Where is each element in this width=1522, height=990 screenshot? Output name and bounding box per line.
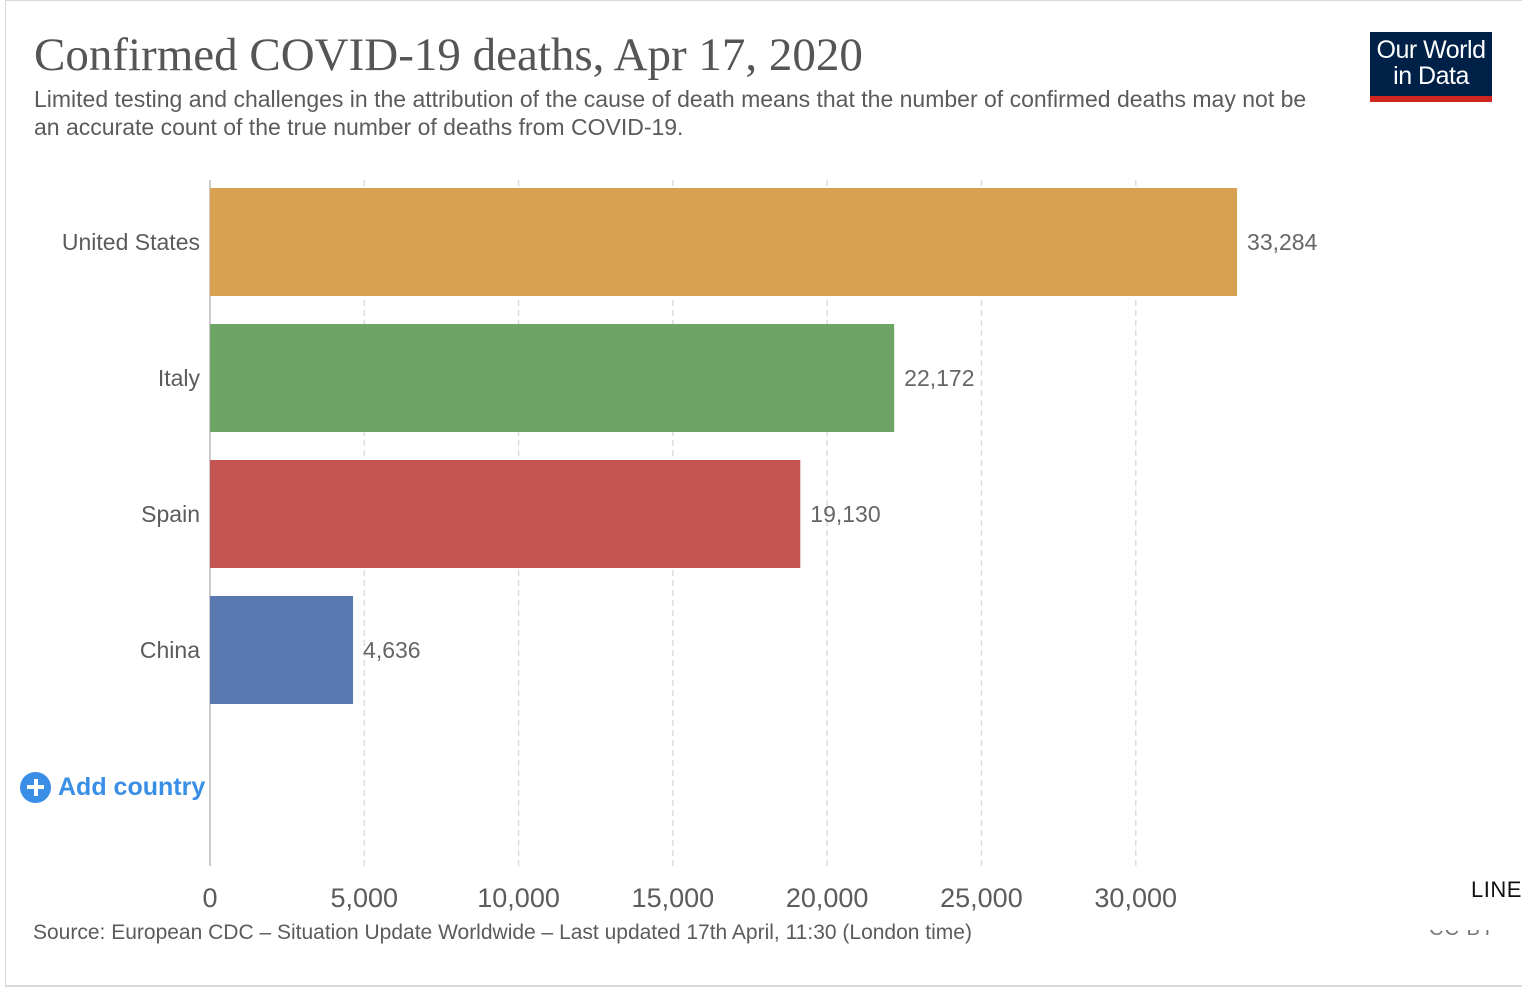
x-tick-label: 15,000 bbox=[632, 883, 715, 913]
x-tick-label: 30,000 bbox=[1094, 883, 1177, 913]
category-label: Spain bbox=[141, 501, 200, 527]
chart-subtitle: Limited testing and challenges in the at… bbox=[34, 86, 1307, 140]
value-label: 19,130 bbox=[810, 501, 880, 527]
value-label: 33,284 bbox=[1247, 229, 1318, 255]
bar-china[interactable] bbox=[210, 596, 354, 704]
category-label: Italy bbox=[158, 365, 201, 391]
x-tick-label: 25,000 bbox=[940, 883, 1023, 913]
source-note: Source: European CDC – Situation Update … bbox=[33, 921, 972, 944]
x-tick-label: 0 bbox=[202, 883, 217, 913]
add-country-button[interactable]: Add country bbox=[20, 770, 205, 804]
category-label: United States bbox=[62, 229, 200, 255]
category-label: China bbox=[140, 637, 200, 663]
bar-spain[interactable] bbox=[210, 460, 801, 568]
owid-logo[interactable]: Our World in Data bbox=[1370, 32, 1492, 102]
x-tick-label: 5,000 bbox=[330, 883, 398, 913]
value-label: 22,172 bbox=[904, 365, 974, 391]
bar-italy[interactable] bbox=[210, 324, 895, 432]
labels: 0 5,000 10,000 15,000 20,000 25,000 30,000 Unit… bbox=[62, 229, 1318, 913]
plus-circle-icon bbox=[20, 771, 51, 803]
x-tick-label: 10,000 bbox=[477, 883, 560, 913]
value-label: 4,636 bbox=[363, 637, 421, 663]
license-link[interactable]: CC BY bbox=[1429, 930, 1509, 942]
chart-frame bbox=[5, 0, 1522, 987]
line-chart-tab[interactable]: LINE bbox=[1471, 877, 1522, 902]
chart-title: Confirmed COVID-19 deaths, Apr 17, 2020 bbox=[34, 29, 863, 81]
logo-line-1: Our World bbox=[1376, 36, 1486, 64]
x-tick-label: 20,000 bbox=[786, 883, 869, 913]
add-country-label: Add country bbox=[58, 772, 206, 801]
bar-united-states[interactable] bbox=[210, 188, 1238, 296]
bars bbox=[210, 188, 1238, 704]
logo-line-2: in Data bbox=[1393, 62, 1469, 90]
license-label: CC BY bbox=[1429, 930, 1495, 941]
